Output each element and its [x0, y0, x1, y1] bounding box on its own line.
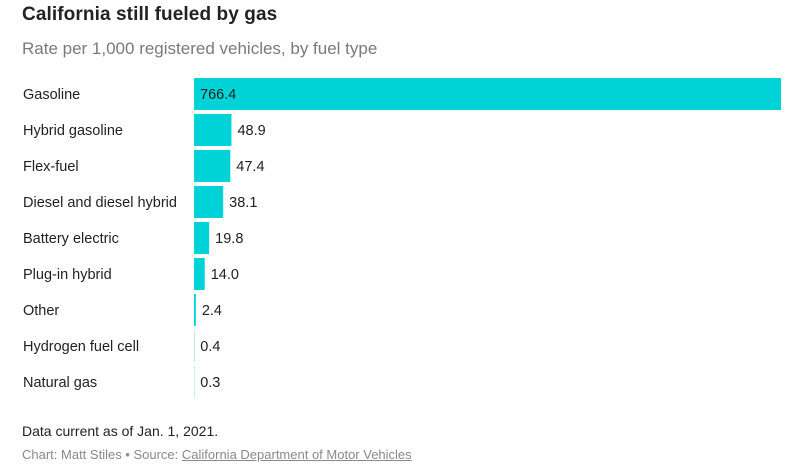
chart-title: California still fueled by gas: [22, 4, 278, 25]
category-label: Natural gas: [23, 375, 97, 391]
bar[interactable]: [194, 186, 224, 218]
value-label: 19.8: [215, 231, 243, 247]
credit-text: Chart: Matt Stiles • Source:: [22, 447, 182, 462]
bar[interactable]: [194, 294, 196, 326]
bar[interactable]: [194, 78, 781, 110]
bar[interactable]: [194, 150, 231, 182]
category-label: Hydrogen fuel cell: [23, 339, 139, 355]
chart-credit: Chart: Matt Stiles • Source: California …: [22, 447, 412, 462]
bar[interactable]: [194, 222, 210, 254]
value-label: 14.0: [211, 267, 239, 283]
category-label: Battery electric: [23, 231, 119, 247]
value-label: 766.4: [200, 87, 236, 103]
bar[interactable]: [194, 258, 205, 290]
bar-chart: Gasoline 766.4 Hybrid gasoline 48.9 Flex-fue…: [23, 78, 781, 398]
value-label: 48.9: [237, 123, 265, 139]
value-label: 0.4: [200, 339, 220, 355]
source-link[interactable]: California Department of Motor Vehicles: [181, 447, 412, 462]
bar[interactable]: [194, 114, 232, 146]
category-label: Gasoline: [23, 87, 80, 103]
category-label: Flex-fuel: [23, 159, 79, 175]
category-label: Other: [23, 303, 59, 319]
value-label: 47.4: [236, 159, 264, 175]
category-label: Plug-in hybrid: [23, 267, 112, 283]
category-label: Hybrid gasoline: [23, 123, 123, 139]
value-label: 2.4: [202, 303, 222, 319]
data-note: Data current as of Jan. 1, 2021.: [22, 423, 219, 439]
value-label: 38.1: [229, 195, 257, 211]
category-label: Diesel and diesel hybrid: [23, 195, 177, 211]
value-label: 0.3: [200, 375, 220, 391]
chart-subtitle: Rate per 1,000 registered vehicles, by f…: [22, 39, 378, 58]
